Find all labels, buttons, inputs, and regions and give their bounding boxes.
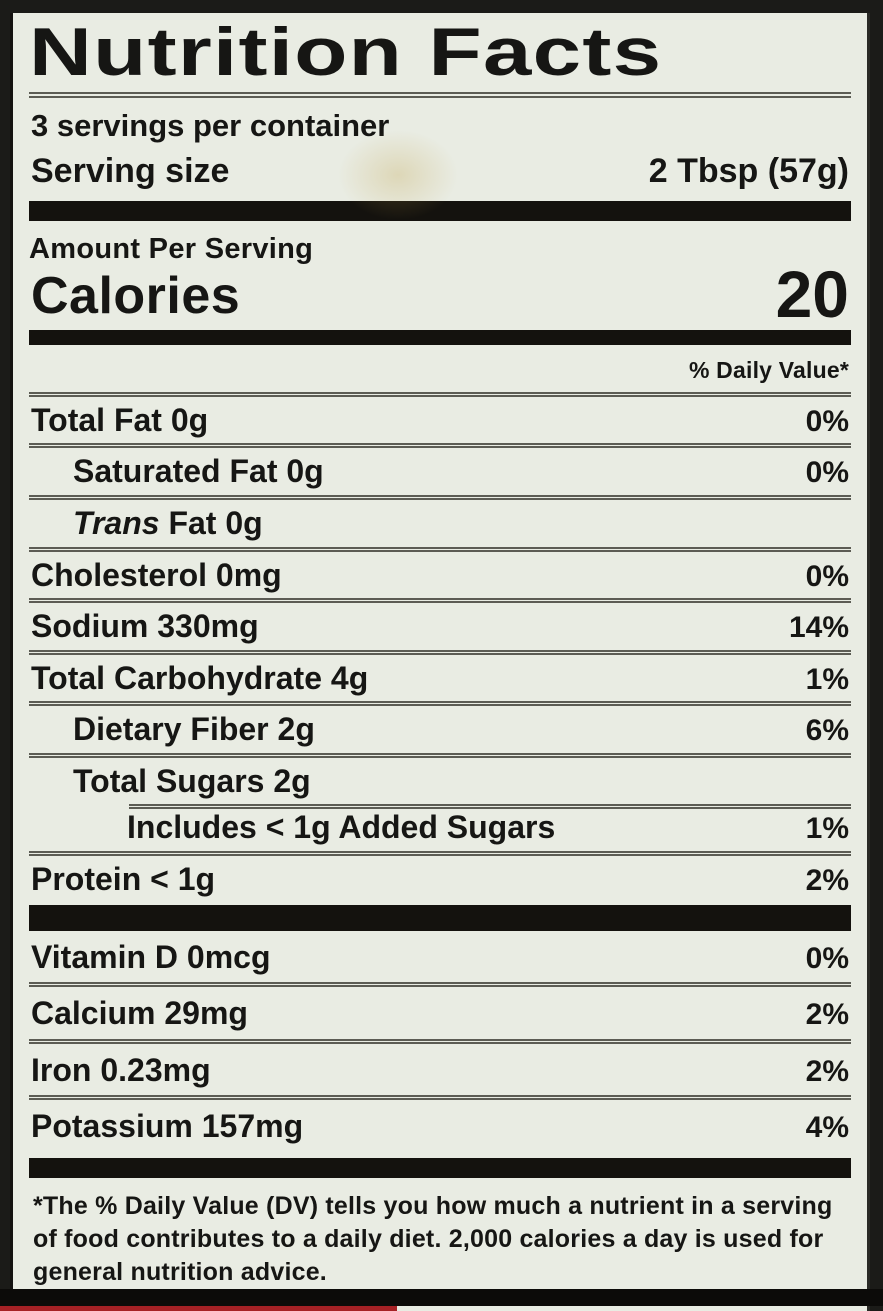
serving-size-label: Serving size [31, 151, 230, 190]
nutrient-name: Saturated Fat [73, 453, 278, 490]
mineral-rows: Vitamin D 0mcg 0% Calcium 29mg 2% Iron 0.23m… [29, 931, 851, 1152]
nutrient-name: Protein [31, 861, 142, 898]
nutrient-daily-value: 2% [805, 1054, 849, 1088]
nutrient-amount: < 1g [150, 861, 216, 898]
nutrient-label: Sodium 330mg [31, 608, 259, 645]
nutrient-row-potassium: Potassium 157mg 4% [29, 1095, 851, 1152]
nutrient-row-dietary-fiber: Dietary Fiber 2g 6% [29, 701, 851, 753]
nutrient-daily-value: 0% [805, 456, 849, 490]
nutrient-row-total-sugars: Total Sugars 2g [29, 752, 851, 805]
nutrient-rows: Total Fat 0g 0% Saturated Fat 0g 0% Trans Fa… [29, 391, 851, 903]
nutrient-label: Includes < 1g Added Sugars [127, 811, 555, 845]
nutrient-label: Total Fat 0g [31, 401, 209, 438]
nutrient-daily-value: 0% [805, 941, 849, 975]
nutrient-name: Calcium [31, 995, 156, 1032]
nutrient-amount: 2g [277, 711, 315, 748]
nutrient-label: Trans Fat 0g [73, 504, 263, 541]
nutrient-row-total-carbohydrate: Total Carbohydrate 4g 1% [29, 649, 851, 702]
nutrient-row-iron: Iron 0.23mg 2% [29, 1038, 851, 1096]
thick-divider-bottom [29, 1158, 851, 1179]
calories-row: Calories 20 [29, 256, 851, 331]
servings-per-container: 3 servings per container [31, 107, 390, 143]
nutrient-amount: 0.23mg [100, 1051, 211, 1088]
nutrient-label: Dietary Fiber 2g [73, 711, 315, 748]
nutrient-amount: 29mg [164, 995, 248, 1032]
nutrient-daily-value: 2% [805, 864, 849, 898]
nutrition-facts-label: Nutrition Facts 3 servings per container… [10, 13, 870, 1311]
nutrient-daily-value: 6% [805, 714, 849, 748]
nutrient-name-italic: Trans [73, 504, 160, 541]
nutrient-daily-value: 1% [805, 662, 849, 696]
nutrient-daily-value: 0% [805, 559, 849, 593]
thick-divider-protein [29, 904, 851, 931]
label-title: Nutrition Facts [29, 14, 663, 90]
nutrient-label: Protein < 1g [31, 861, 216, 898]
nutrient-name: Total Sugars [73, 762, 265, 799]
serving-size-row: Serving size 2 Tbsp (57g) [29, 144, 851, 201]
nutrient-name: Includes < 1g Added Sugars [127, 809, 556, 846]
title-underline [29, 91, 851, 98]
nutrient-row-cholesterol: Cholesterol 0mg 0% [29, 546, 851, 599]
nutrient-name: Potassium [31, 1108, 193, 1145]
nutrient-amount: 0g [286, 453, 324, 490]
nutrient-name: Iron [31, 1051, 92, 1088]
daily-value-footnote: *The % Daily Value (DV) tells you how mu… [33, 1192, 833, 1287]
nutrient-amount: 330mg [157, 608, 259, 645]
nutrient-amount: 0g [170, 401, 209, 438]
calories-label: Calories [31, 266, 241, 325]
nutrient-daily-value: 4% [805, 1111, 849, 1145]
nutrient-label: Potassium 157mg [31, 1110, 303, 1144]
bottom-black-bar [0, 1289, 883, 1306]
nutrient-label: Saturated Fat 0g [73, 455, 324, 489]
nutrient-row-includes-1g-added-sugars: Includes < 1g Added Sugars 1% [29, 804, 851, 851]
nutrient-daily-value: 0% [805, 404, 849, 438]
nutrient-name: Vitamin D [31, 938, 178, 975]
nutrient-name: Fat [168, 504, 217, 541]
nutrient-row-saturated-fat: Saturated Fat 0g 0% [29, 443, 851, 495]
calories-value: 20 [775, 256, 849, 331]
medium-divider [29, 329, 851, 345]
amount-per-serving: Amount Per Serving [29, 232, 314, 265]
nutrient-row-sodium: Sodium 330mg 14% [29, 598, 851, 650]
nutrient-row-total-fat: Total Fat 0g 0% [29, 391, 851, 444]
serving-size-value: 2 Tbsp (57g) [648, 151, 849, 190]
nutrient-row-calcium: Calcium 29mg 2% [29, 982, 851, 1039]
nutrient-label: Calcium 29mg [31, 995, 248, 1032]
nutrient-label: Cholesterol 0mg [31, 556, 282, 593]
nutrient-row-protein: Protein < 1g 2% [29, 851, 851, 903]
nutrient-amount: 2g [273, 762, 311, 799]
nutrient-label: Iron 0.23mg [31, 1051, 211, 1088]
nutrient-amount: 157mg [201, 1108, 304, 1145]
nutrient-daily-value: 1% [805, 812, 849, 846]
thick-divider-top [29, 200, 851, 221]
nutrient-amount: 0g [225, 504, 263, 541]
daily-value-header: % Daily Value* [688, 356, 849, 383]
nutrient-amount: 0mg [215, 556, 282, 593]
nutrient-label: Vitamin D 0mcg [31, 938, 271, 975]
nutrient-name: Sodium [31, 608, 149, 645]
nutrient-row-fat: Trans Fat 0g [29, 494, 851, 547]
nutrient-name: Dietary Fiber [73, 711, 269, 748]
nutrient-label: Total Sugars 2g [73, 762, 311, 799]
nutrient-daily-value: 14% [788, 611, 849, 645]
nutrient-label: Total Carbohydrate 4g [31, 659, 369, 696]
nutrient-name: Total Fat [31, 401, 162, 438]
nutrient-name: Cholesterol [31, 556, 208, 593]
nutrient-amount: 0mcg [186, 938, 271, 975]
nutrient-name: Total Carbohydrate [31, 659, 322, 696]
nutrient-daily-value: 2% [805, 998, 849, 1032]
nutrient-row-vitamin-d: Vitamin D 0mcg 0% [29, 931, 851, 983]
nutrient-amount: 4g [330, 659, 369, 696]
